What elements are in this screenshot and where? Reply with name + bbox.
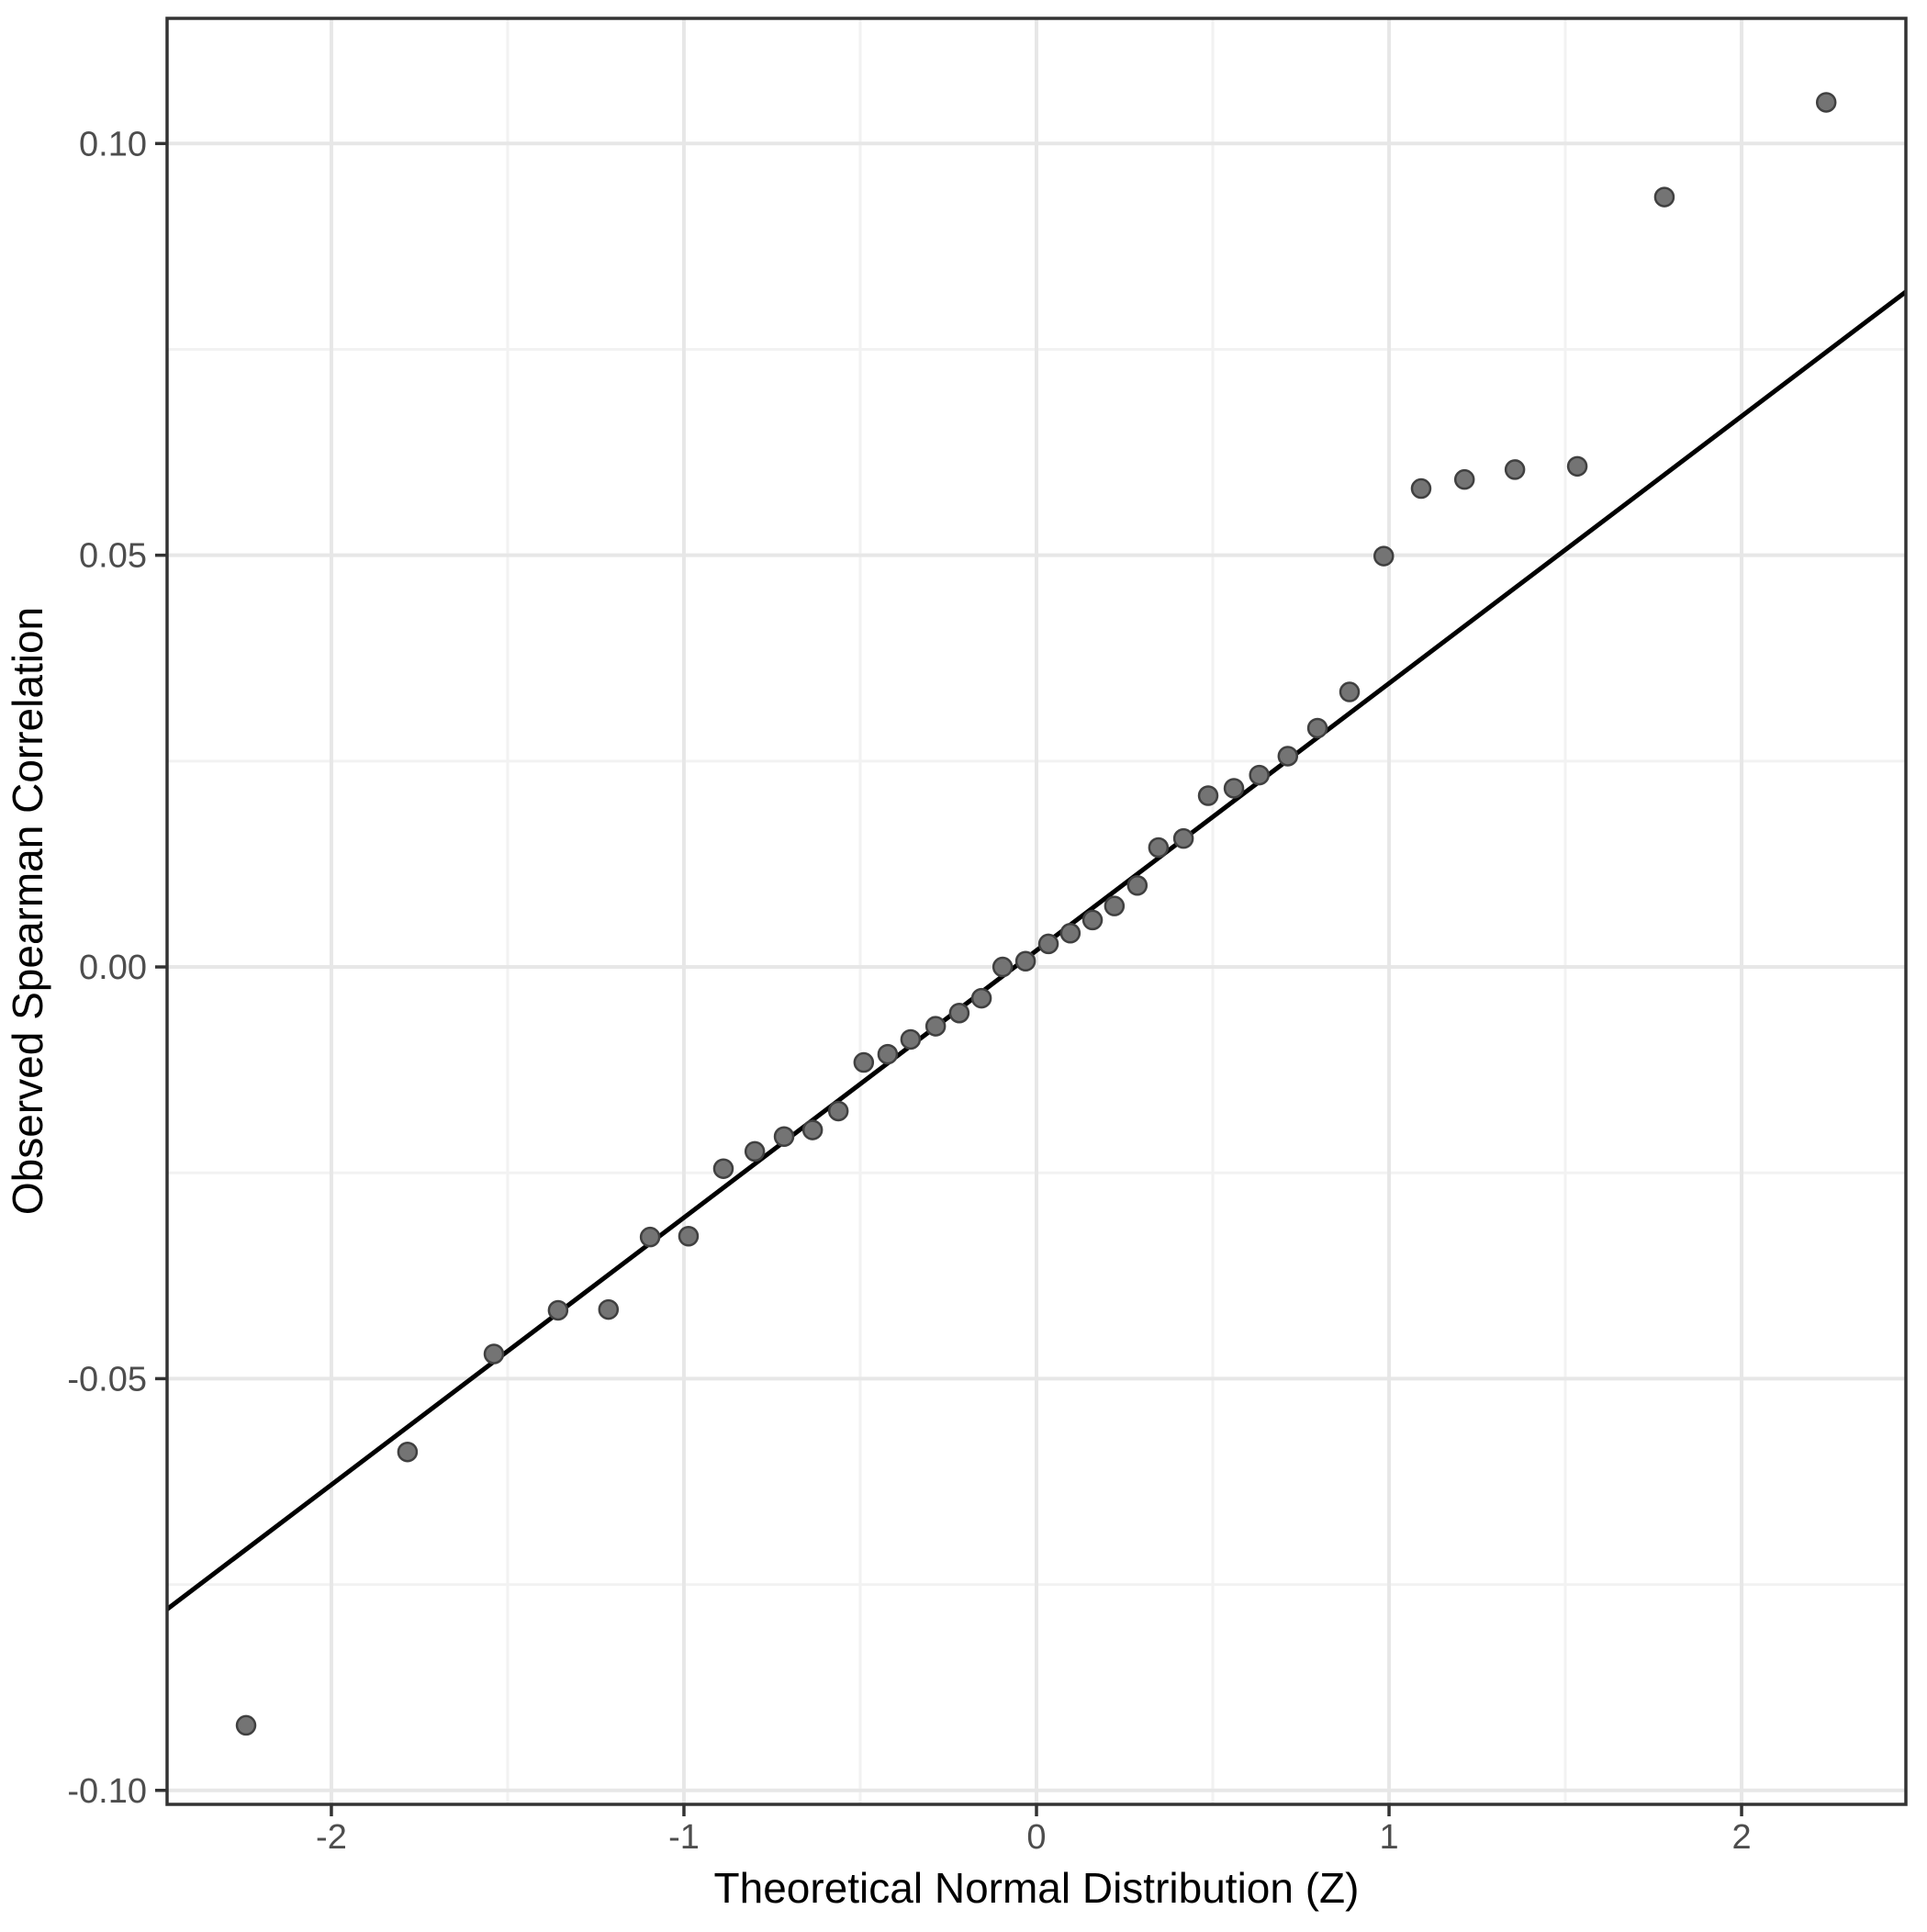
data-point (900, 1028, 922, 1050)
data-point (877, 1043, 899, 1065)
data-point (1037, 933, 1059, 955)
data-point (483, 1343, 505, 1365)
data-point (1339, 681, 1361, 702)
data-point (1223, 778, 1245, 799)
x-axis-tick-label: 1 (1379, 1818, 1398, 1857)
x-axis-tick-label: 2 (1731, 1818, 1751, 1857)
data-point (948, 1002, 970, 1024)
data-point (1453, 468, 1475, 490)
data-point (678, 1226, 700, 1247)
data-point (773, 1126, 795, 1148)
data-point (639, 1226, 661, 1248)
data-point (992, 956, 1014, 978)
data-point (712, 1158, 734, 1179)
data-point (547, 1299, 569, 1321)
x-axis-tick-label: -2 (316, 1818, 347, 1857)
data-point (1815, 92, 1837, 113)
data-point (1059, 923, 1081, 944)
data-point (235, 1714, 257, 1736)
data-point (1306, 717, 1328, 739)
x-axis-tick-label: -1 (668, 1818, 700, 1857)
y-axis-tick-label: 0.10 (79, 125, 147, 163)
data-point (1126, 875, 1148, 896)
data-point (1566, 455, 1588, 477)
data-point (1410, 477, 1432, 500)
data-point (1148, 837, 1170, 859)
x-axis-title: Theoretical Normal Distribution (Z) (714, 1864, 1360, 1912)
data-point (1172, 827, 1194, 849)
y-axis-tick-label: -0.05 (67, 1360, 147, 1398)
data-point (1014, 950, 1036, 972)
data-point (1653, 186, 1675, 208)
data-point (970, 987, 992, 1009)
data-point (397, 1441, 419, 1463)
y-axis-tick-label: 0.00 (79, 949, 147, 987)
data-point (1504, 459, 1526, 480)
data-point (1277, 746, 1299, 767)
data-point (1197, 785, 1219, 806)
data-point (801, 1119, 823, 1140)
x-axis-tick-label: 0 (1026, 1818, 1046, 1857)
data-point (853, 1051, 875, 1073)
data-point (744, 1140, 766, 1163)
data-point (827, 1100, 849, 1122)
data-point (1081, 909, 1104, 931)
y-axis-title: Observed Spearman Correlation (4, 607, 51, 1215)
y-axis-tick-label: -0.10 (67, 1772, 147, 1811)
data-point (1104, 895, 1126, 916)
data-point (1373, 545, 1395, 567)
y-axis-tick-label: 0.05 (79, 537, 147, 576)
data-point (598, 1298, 620, 1320)
data-point (924, 1016, 947, 1037)
data-point (1249, 764, 1270, 786)
qq-reference-line (165, 289, 1908, 1612)
